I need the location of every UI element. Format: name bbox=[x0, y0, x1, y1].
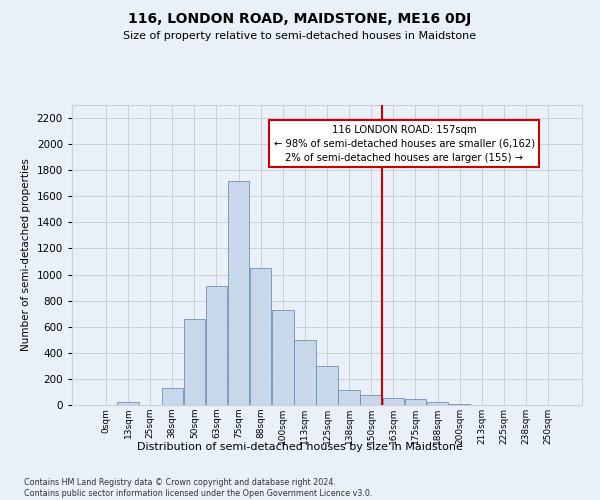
Bar bbox=[316, 366, 338, 405]
Text: 116, LONDON ROAD, MAIDSTONE, ME16 0DJ: 116, LONDON ROAD, MAIDSTONE, ME16 0DJ bbox=[128, 12, 472, 26]
Bar bbox=[272, 310, 293, 405]
Text: Distribution of semi-detached houses by size in Maidstone: Distribution of semi-detached houses by … bbox=[137, 442, 463, 452]
Text: 116 LONDON ROAD: 157sqm
← 98% of semi-detached houses are smaller (6,162)
2% of : 116 LONDON ROAD: 157sqm ← 98% of semi-de… bbox=[274, 124, 535, 162]
Bar bbox=[405, 399, 426, 405]
Bar bbox=[361, 395, 382, 405]
Text: Contains HM Land Registry data © Crown copyright and database right 2024.
Contai: Contains HM Land Registry data © Crown c… bbox=[24, 478, 373, 498]
Bar bbox=[383, 398, 404, 405]
Bar bbox=[228, 180, 249, 405]
Text: Size of property relative to semi-detached houses in Maidstone: Size of property relative to semi-detach… bbox=[124, 31, 476, 41]
Bar bbox=[449, 404, 470, 405]
Bar bbox=[184, 319, 205, 405]
Y-axis label: Number of semi-detached properties: Number of semi-detached properties bbox=[21, 158, 31, 352]
Bar bbox=[294, 340, 316, 405]
Bar bbox=[250, 268, 271, 405]
Bar bbox=[338, 390, 360, 405]
Bar bbox=[206, 286, 227, 405]
Bar bbox=[427, 402, 448, 405]
Bar bbox=[161, 388, 183, 405]
Bar bbox=[117, 402, 139, 405]
